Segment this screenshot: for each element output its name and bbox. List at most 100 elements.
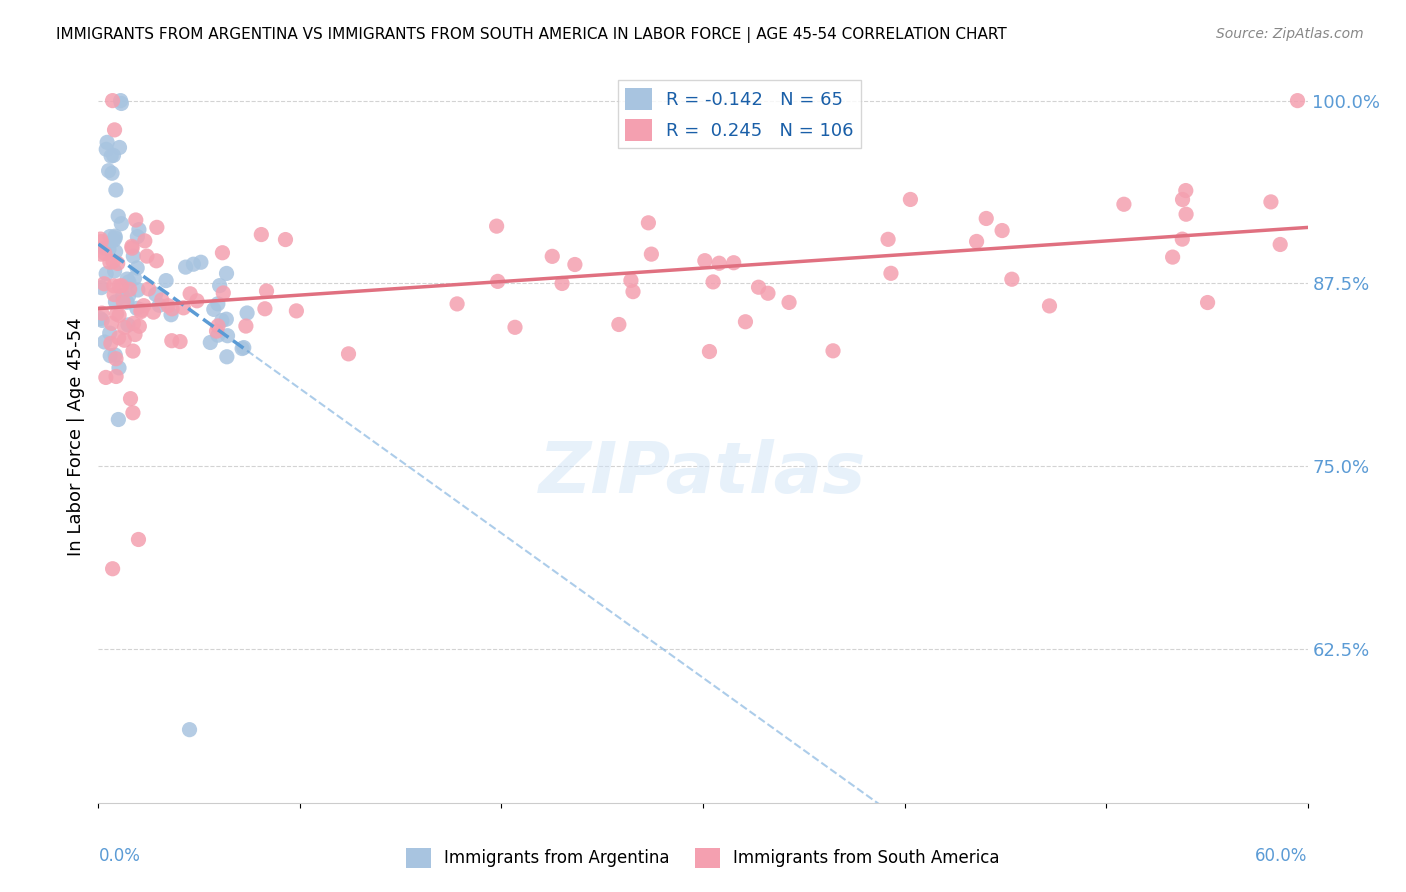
Point xyxy=(160,308,183,322)
Point xyxy=(337,347,360,361)
Point xyxy=(129,304,152,318)
Point xyxy=(607,318,630,332)
Point xyxy=(991,223,1014,237)
Point xyxy=(117,318,139,332)
Point xyxy=(125,213,148,227)
Point xyxy=(702,275,724,289)
Point xyxy=(236,306,259,320)
Point xyxy=(105,307,128,321)
Point xyxy=(231,342,253,356)
Point xyxy=(127,533,149,547)
Point xyxy=(215,267,238,281)
Point xyxy=(205,324,228,338)
Point xyxy=(1001,272,1024,286)
Point xyxy=(127,260,149,275)
Point xyxy=(90,280,112,294)
Point xyxy=(877,232,900,246)
Point xyxy=(150,293,173,307)
Point xyxy=(503,320,526,334)
Point xyxy=(89,311,111,326)
Point xyxy=(142,305,165,319)
Point xyxy=(285,304,308,318)
Point xyxy=(115,272,138,286)
Point xyxy=(105,369,128,384)
Point xyxy=(1270,237,1292,252)
Point xyxy=(756,286,779,301)
Point xyxy=(111,288,134,302)
Point xyxy=(620,273,643,287)
Point xyxy=(110,217,132,231)
Point xyxy=(108,308,131,322)
Point xyxy=(1171,232,1194,246)
Point xyxy=(100,316,122,330)
Point xyxy=(1174,184,1197,198)
Point xyxy=(129,303,152,318)
Point xyxy=(98,229,121,244)
Point xyxy=(110,94,132,108)
Point xyxy=(179,723,201,737)
Text: Source: ZipAtlas.com: Source: ZipAtlas.com xyxy=(1216,27,1364,41)
Point xyxy=(253,301,276,316)
Point xyxy=(121,241,143,255)
Point xyxy=(211,313,233,327)
Point xyxy=(778,295,800,310)
Text: ZIPatlas: ZIPatlas xyxy=(540,439,866,508)
Point xyxy=(107,331,129,345)
Point xyxy=(621,285,644,299)
Point xyxy=(124,327,146,342)
Point xyxy=(90,232,112,246)
Point xyxy=(747,280,769,294)
Point xyxy=(107,209,129,223)
Point xyxy=(446,297,468,311)
Point xyxy=(215,350,238,364)
Point xyxy=(90,247,112,261)
Point xyxy=(104,264,127,278)
Point xyxy=(114,320,136,334)
Point xyxy=(97,163,120,178)
Point xyxy=(135,249,157,263)
Text: IMMIGRANTS FROM ARGENTINA VS IMMIGRANTS FROM SOUTH AMERICA IN LABOR FORCE | AGE : IMMIGRANTS FROM ARGENTINA VS IMMIGRANTS … xyxy=(56,27,1007,43)
Point xyxy=(1197,295,1219,310)
Point xyxy=(107,256,129,270)
Point xyxy=(551,277,574,291)
Point xyxy=(108,140,131,154)
Point xyxy=(97,243,120,257)
Point xyxy=(202,302,225,317)
Point xyxy=(104,348,127,362)
Point xyxy=(108,279,131,293)
Point xyxy=(118,282,141,296)
Point xyxy=(93,277,115,291)
Point xyxy=(640,247,662,261)
Point xyxy=(190,255,212,269)
Point xyxy=(169,334,191,349)
Point xyxy=(183,257,205,271)
Point xyxy=(132,299,155,313)
Point xyxy=(207,328,229,343)
Point xyxy=(174,260,197,274)
Point xyxy=(207,318,229,333)
Point xyxy=(173,301,195,315)
Point xyxy=(212,285,235,300)
Point xyxy=(128,222,150,236)
Point xyxy=(1175,207,1198,221)
Point xyxy=(91,313,114,327)
Point xyxy=(90,235,112,249)
Point xyxy=(118,275,141,289)
Point xyxy=(250,227,273,242)
Point xyxy=(200,335,222,350)
Point xyxy=(145,287,167,301)
Point xyxy=(1286,94,1309,108)
Point xyxy=(146,220,169,235)
Point xyxy=(1112,197,1135,211)
Point xyxy=(104,229,127,244)
Point xyxy=(637,216,659,230)
Point xyxy=(734,315,756,329)
Point xyxy=(693,253,716,268)
Point xyxy=(104,231,127,245)
Point xyxy=(274,233,297,247)
Point xyxy=(96,136,118,150)
Point xyxy=(122,317,145,331)
Point xyxy=(93,241,115,255)
Legend: R = -0.142   N = 65, R =  0.245   N = 106: R = -0.142 N = 65, R = 0.245 N = 106 xyxy=(617,80,860,148)
Point xyxy=(103,287,125,301)
